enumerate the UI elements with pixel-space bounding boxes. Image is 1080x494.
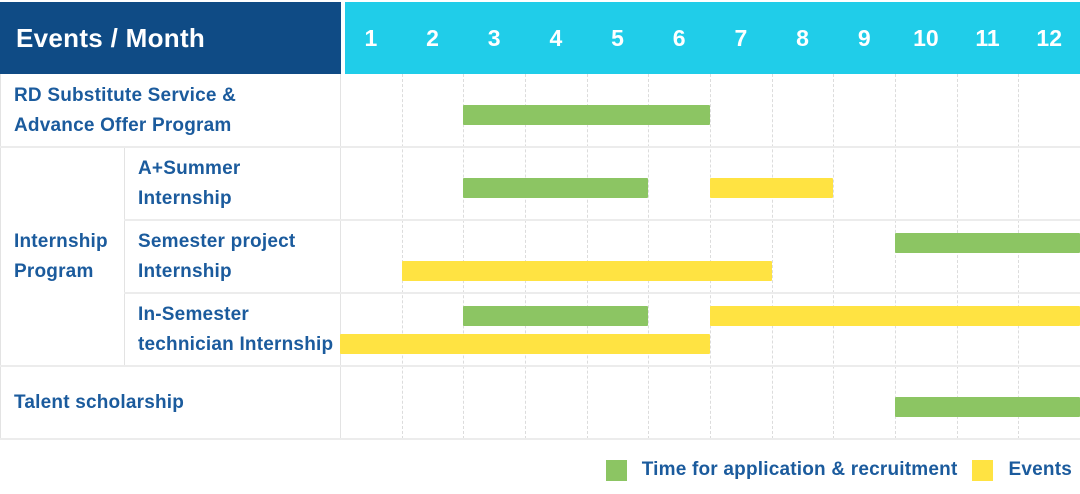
row-label: Talent scholarship — [14, 392, 185, 413]
month-label: 5 — [611, 25, 624, 51]
row-label: In-Semester technician Internship — [138, 303, 334, 355]
month-header-labels: 1 2 3 4 5 6 7 8 9 10 11 12 — [340, 2, 1080, 74]
page-title: Events / Month — [16, 23, 206, 53]
gridline-vertical — [463, 74, 465, 439]
legend-swatch-events — [972, 459, 994, 481]
month-label: 6 — [672, 25, 686, 51]
gantt-row: A+Summer Internship — [0, 147, 1080, 220]
gantt-bar-application — [895, 397, 1080, 417]
gridline-horizontal — [0, 438, 1080, 440]
month-label: 1 — [364, 25, 378, 51]
gantt-bar-application — [463, 306, 649, 326]
gantt-bar-event — [401, 261, 772, 281]
table-border-vertical — [340, 74, 341, 439]
gridline-vertical — [956, 74, 958, 439]
row-chart-area — [340, 220, 1080, 293]
gridline-vertical — [895, 74, 896, 439]
legend: Time for application & recruitment Event… — [605, 459, 1072, 481]
gantt-bar-application — [463, 105, 710, 125]
month-label: 8 — [796, 25, 809, 51]
gridline-horizontal — [0, 146, 1080, 148]
gridline-vertical — [1018, 74, 1020, 439]
gantt-row: Talent scholarship — [0, 366, 1080, 440]
gantt-row: Semester project Internship — [0, 220, 1080, 293]
legend-label-application: Time for application & recruitment — [641, 459, 958, 480]
gridline-horizontal — [124, 219, 1080, 221]
group-label-line: Program — [14, 260, 94, 282]
row-chart-area — [340, 366, 1080, 440]
row-label: A+Summer Internship — [138, 157, 241, 209]
gantt-bar-event — [710, 178, 834, 198]
table-border-vertical — [0, 74, 1, 439]
gantt-bar-application — [895, 233, 1080, 253]
gridline-vertical — [525, 74, 526, 439]
row-label: Semester project Internship — [138, 230, 296, 282]
month-label: 10 — [913, 25, 939, 51]
gridline-vertical — [401, 74, 403, 439]
legend-label-events: Events — [1008, 459, 1072, 480]
gridline-vertical — [833, 74, 835, 439]
month-label: 12 — [1036, 25, 1063, 51]
header-title-cell: Events / Month — [0, 2, 341, 74]
row-chart-area — [340, 147, 1080, 220]
month-label: 7 — [734, 25, 748, 51]
month-header-band — [345, 2, 1080, 74]
group-label-line: Internship — [14, 230, 108, 252]
month-label: 11 — [975, 25, 1000, 51]
gridline-vertical — [586, 74, 588, 439]
gantt-bar-event — [710, 306, 1080, 326]
month-label: 3 — [487, 25, 501, 51]
row-chart-area — [340, 74, 1080, 147]
legend-swatch-application — [605, 459, 627, 481]
gantt-bar-application — [463, 178, 649, 198]
gantt-row: RD Substitute Service & Advance Offer Pro… — [0, 74, 1080, 147]
gridline-vertical — [648, 74, 650, 439]
gridline-horizontal — [124, 292, 1080, 294]
gridline-vertical — [771, 74, 773, 439]
gridline-horizontal — [0, 365, 1080, 367]
gridline-vertical — [710, 74, 711, 439]
month-label: 2 — [426, 25, 439, 51]
month-label: 9 — [857, 25, 871, 51]
gantt-bar-event — [340, 334, 710, 354]
month-label: 4 — [549, 25, 563, 51]
row-label: RD Substitute Service & Advance Offer Pro… — [14, 84, 237, 136]
table-border-vertical — [124, 147, 125, 365]
gantt-row: In-Semester technician Internship — [0, 293, 1080, 366]
row-chart-area — [340, 293, 1080, 366]
group-label-internship-program: Internship Program — [0, 147, 124, 366]
